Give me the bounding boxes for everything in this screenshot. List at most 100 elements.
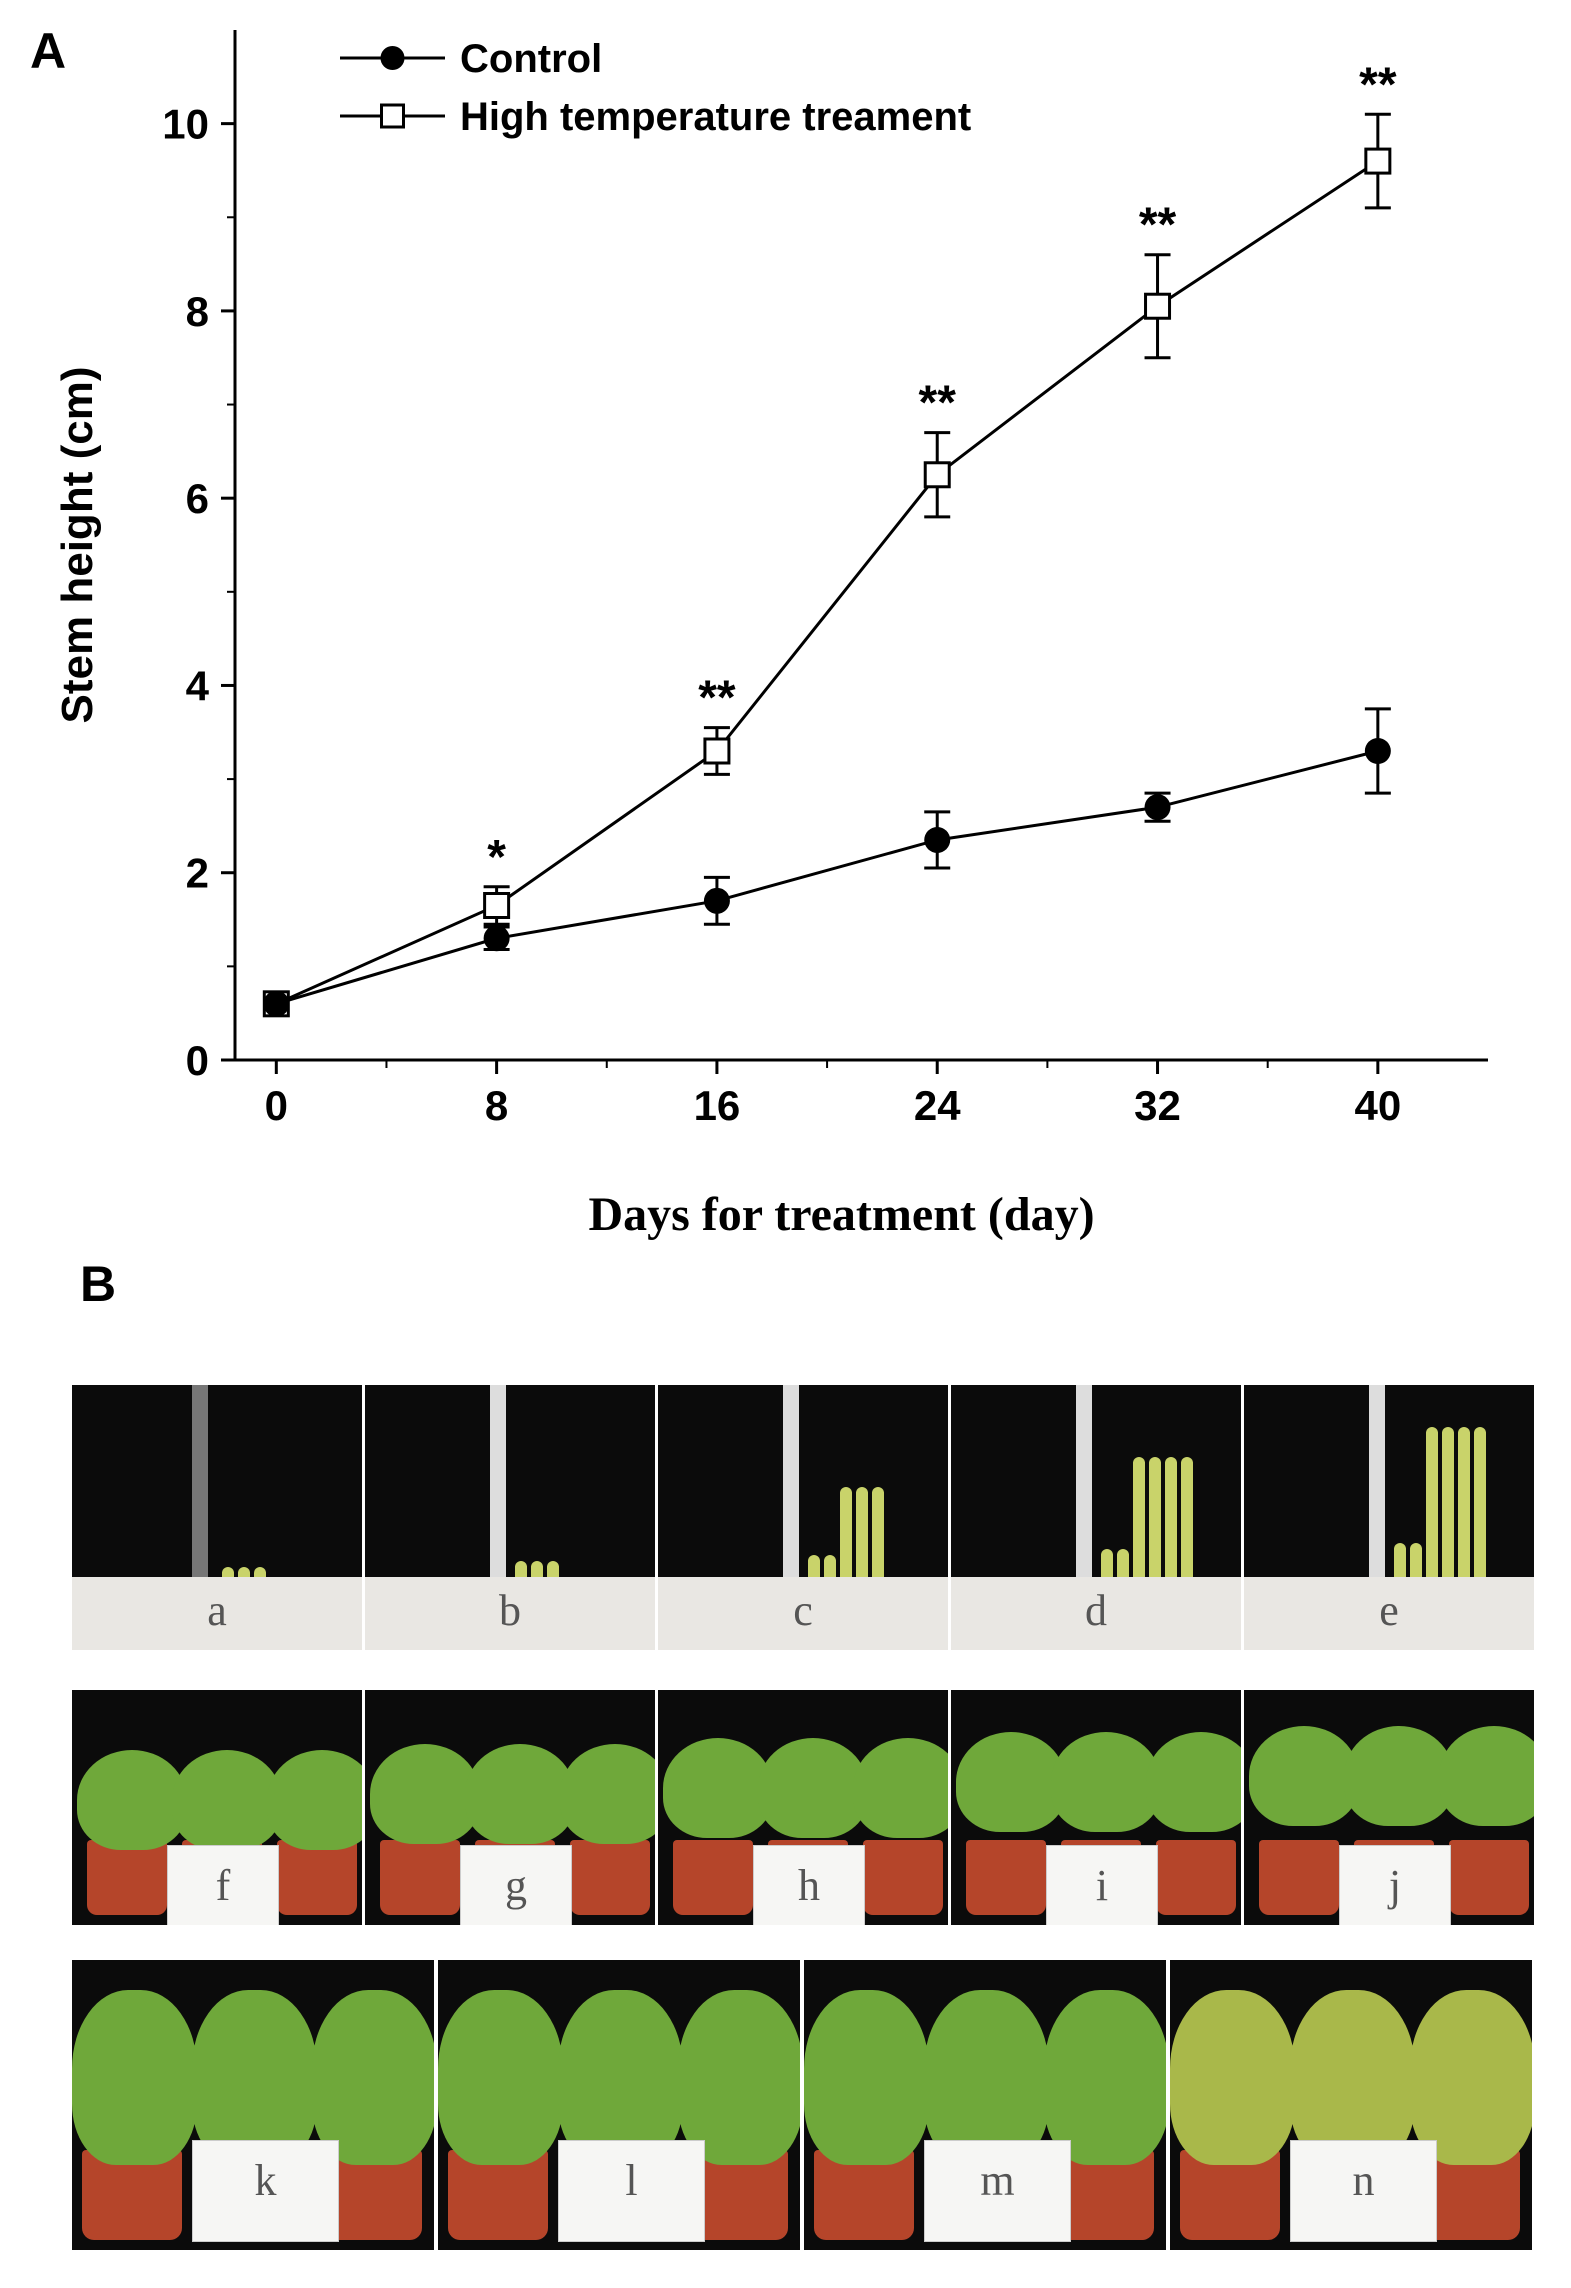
foliage [72,1990,197,2165]
data-point-high-temp [703,737,731,765]
foliage [1146,1732,1241,1832]
foliage [267,1750,362,1850]
y-tick-label: 8 [186,288,209,335]
foliage [192,1990,317,2165]
foliage [560,1744,655,1844]
photo-label: g [505,1861,527,1910]
foliage [956,1732,1066,1832]
data-point-control [1364,738,1391,764]
photo-label: n [1352,2156,1375,2205]
seedling [824,1555,836,1577]
x-tick-label: 40 [1354,1082,1401,1129]
seedling [1117,1549,1129,1577]
foliage [853,1738,948,1838]
seedling [1165,1457,1177,1577]
photo-label: i [1095,1861,1109,1910]
seedling [1133,1457,1145,1577]
pot [448,2150,548,2240]
photo-label: d [1085,1586,1107,1635]
photo-label: h [798,1861,820,1910]
seedling [1149,1457,1161,1577]
ruler [192,1385,208,1577]
label-card: j [1339,1845,1451,1925]
data-point-control [924,826,951,853]
photo-label: m [980,2156,1015,2205]
photo-g: g [365,1690,655,1925]
foliage [804,1990,929,2165]
pot [1180,2150,1280,2240]
data-point-high-temp [483,892,511,919]
pot [1156,1840,1236,1915]
seedling [531,1561,543,1577]
photo-h: h [658,1690,948,1925]
ruler [1076,1385,1092,1577]
foliage [1439,1726,1534,1826]
foliage [1044,1990,1166,2165]
photo-n: n [1170,1960,1532,2250]
foliage [1170,1990,1295,2165]
label-card: f [167,1845,279,1925]
label-card: h [753,1845,865,1925]
label-card: n [1290,2140,1437,2242]
pot [814,2150,914,2240]
photo-background [72,1385,362,1577]
photo-j: j [1244,1690,1534,1925]
series-line-high-temp [275,159,1379,1006]
y-tick-label: 4 [186,662,210,709]
photo-label: b [499,1586,521,1635]
pot [380,1840,460,1915]
photo-label: a [207,1586,227,1635]
photo-background [658,1385,948,1577]
photo-d: d [951,1385,1241,1650]
label-card: i [1046,1845,1158,1925]
significance-mark: ** [1359,58,1397,111]
photo-label: l [625,2156,638,2205]
foliage [77,1750,187,1850]
photo-background [1244,1385,1534,1577]
foliage [172,1750,282,1850]
seedling [1181,1457,1193,1577]
y-axis-label: Stem height (cm) [53,367,102,724]
seedling [547,1561,559,1577]
photo-label: k [254,2156,277,2205]
panel-label-b: B [80,1256,117,1312]
photo-l: l [438,1960,800,2250]
data-point-high-temp [1144,292,1172,320]
ruler [490,1385,506,1577]
ruler [1369,1385,1385,1577]
data-point-control [483,925,510,952]
photo-k: k [72,1960,434,2250]
photo-label: j [1388,1861,1402,1910]
foliage [1051,1732,1161,1832]
photo-label: c [793,1586,813,1635]
seedling [1474,1427,1486,1577]
seedling [808,1555,820,1577]
ruler [783,1385,799,1577]
legend-label-control: Control [460,37,602,81]
pot [673,1840,753,1915]
y-tick-label: 6 [186,475,209,522]
data-point-control [1144,794,1171,821]
foliage [312,1990,434,2165]
pot [966,1840,1046,1915]
foliage [438,1990,563,2165]
foliage [663,1738,773,1838]
seedling [1442,1427,1454,1577]
pot [1449,1840,1529,1915]
foliage [558,1990,683,2165]
pot [277,1840,357,1915]
photo-b: b [365,1385,655,1650]
foliage [1344,1726,1454,1826]
y-tick-label: 2 [186,850,209,897]
seedling [222,1567,234,1577]
legend-marker-high-temp [380,103,405,129]
foliage [465,1744,575,1844]
pot [82,2150,182,2240]
label-card: l [558,2140,705,2242]
x-tick-label: 8 [485,1082,508,1129]
label-card: g [460,1845,572,1925]
x-tick-label: 24 [914,1082,961,1129]
seedling [238,1567,250,1577]
x-tick-label: 16 [694,1082,741,1129]
pot [863,1840,943,1915]
